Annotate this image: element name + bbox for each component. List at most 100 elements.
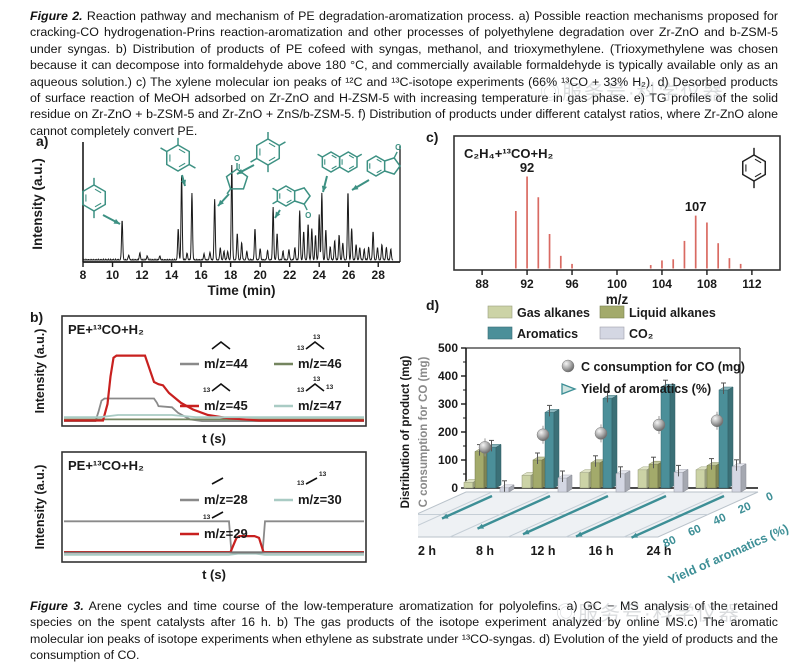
svg-text:O: O xyxy=(395,143,401,152)
svg-text:Intensity (a.u.): Intensity (a.u.) xyxy=(33,329,47,414)
svg-text:22: 22 xyxy=(283,268,297,282)
svg-text:300: 300 xyxy=(438,397,458,411)
figure-3-caption: Figure 3. Arene cycles and time course o… xyxy=(30,598,778,664)
panel-d-y-axis-label-co: C consumption for CO (mg) xyxy=(418,356,430,508)
svg-text:Liquid alkanes: Liquid alkanes xyxy=(629,306,716,320)
svg-text:112: 112 xyxy=(742,277,762,291)
svg-text:24 h: 24 h xyxy=(646,544,671,558)
gc-ms-chromatogram-chart: a) 8 10 12 14 16 18 20 22 24 26 28 Time (min) Intensi… xyxy=(30,131,401,298)
figure-2-text: Reaction pathway and mechanism of PE deg… xyxy=(30,9,778,138)
svg-text:13: 13 xyxy=(297,387,305,394)
svg-text:18: 18 xyxy=(224,268,238,282)
structure-methylcyclopentenone: O xyxy=(217,154,249,207)
svg-text:2 h: 2 h xyxy=(418,544,436,558)
svg-text:14: 14 xyxy=(165,268,179,282)
panel-d-3d-bars: d) Gas alkanes Liquid alkanes Aromatics CO₂ 0… xyxy=(365,296,800,619)
svg-text:100: 100 xyxy=(607,277,627,291)
svg-text:m/z=46: m/z=46 xyxy=(298,356,342,371)
svg-text:104: 104 xyxy=(652,277,672,291)
svg-text:8 h: 8 h xyxy=(476,544,494,558)
svg-text:t (s): t (s) xyxy=(202,567,226,582)
svg-text:200: 200 xyxy=(438,425,458,439)
svg-text:100: 100 xyxy=(438,453,458,467)
svg-text:108: 108 xyxy=(697,277,717,291)
svg-text:m/z=47: m/z=47 xyxy=(298,398,342,413)
svg-text:Yield of aromatics (%): Yield of aromatics (%) xyxy=(581,382,711,396)
svg-text:b): b) xyxy=(30,309,43,325)
svg-text:10: 10 xyxy=(106,268,120,282)
co-consumption-sphere xyxy=(652,418,666,432)
svg-text:C consumption for CO (mg): C consumption for CO (mg) xyxy=(581,360,745,374)
structure-tetramethylbenzene xyxy=(236,131,286,175)
svg-text:20: 20 xyxy=(253,268,267,282)
svg-text:13: 13 xyxy=(297,480,305,487)
svg-text:a): a) xyxy=(36,133,48,149)
structure-trimethylbenzene xyxy=(160,137,196,187)
panel-d-y-axis-label-product: Distribution of product (mg) xyxy=(400,355,412,509)
svg-text:13: 13 xyxy=(326,384,334,391)
svg-text:O: O xyxy=(234,154,240,163)
svg-text:12 h: 12 h xyxy=(530,544,555,558)
svg-text:0: 0 xyxy=(451,481,458,495)
svg-text:13: 13 xyxy=(203,387,211,394)
co-consumption-sphere xyxy=(710,414,724,428)
svg-text:m/z=44: m/z=44 xyxy=(204,356,248,371)
svg-text:PE+¹³CO+H₂: PE+¹³CO+H₂ xyxy=(68,322,144,337)
svg-text:0: 0 xyxy=(764,490,775,504)
svg-text:Time (min): Time (min) xyxy=(207,283,275,298)
product-distribution-3d-chart: d) Gas alkanes Liquid alkanes Aromatics CO₂ 0… xyxy=(365,297,791,587)
xylene-ion-spectrum-chart: c) C₂H₄+¹³CO+H₂ 88 92 96 100 104 108 112 m/z 92 107 xyxy=(426,129,781,307)
svg-text:Intensity (a.u.): Intensity (a.u.) xyxy=(33,465,47,550)
structure-p-xylene xyxy=(741,147,767,189)
structure-indanone: O xyxy=(351,143,401,191)
legend-swatch-3 xyxy=(487,326,513,340)
structure-dimethylindanone: O xyxy=(272,185,311,220)
svg-text:m/z: m/z xyxy=(606,292,629,307)
svg-text:92: 92 xyxy=(520,160,534,175)
co-consumption-sphere xyxy=(536,428,550,442)
figure-3-text: Arene cycles and time course of the low-… xyxy=(30,599,779,663)
legend-swatch-4 xyxy=(599,326,625,340)
svg-text:PE+¹³CO+H₂: PE+¹³CO+H₂ xyxy=(68,458,144,473)
panel-c-mass-spectrum: c) C₂H₄+¹³CO+H₂ 88 92 96 100 104 108 112 m/z 92 107 xyxy=(424,124,798,321)
svg-text:24: 24 xyxy=(313,268,327,282)
svg-text:Yield of aromatics (%): Yield of aromatics (%) xyxy=(666,521,791,587)
svg-text:107: 107 xyxy=(685,199,707,214)
svg-text:20: 20 xyxy=(736,500,753,516)
svg-text:t (s): t (s) xyxy=(202,431,226,446)
svg-text:m/z=28: m/z=28 xyxy=(204,492,248,507)
svg-text:13: 13 xyxy=(297,345,305,352)
svg-text:92: 92 xyxy=(520,277,534,291)
structure-dimethylnaphthalene xyxy=(317,151,363,193)
online-ms-isotope-chart: b) PE+¹³CO+H₂ Intensity (a.u.) t (s) m/z=44 m… xyxy=(30,309,367,582)
svg-text:8: 8 xyxy=(80,268,87,282)
svg-text:m/z=29: m/z=29 xyxy=(204,526,248,541)
svg-text:13: 13 xyxy=(319,471,327,478)
co-consumption-sphere xyxy=(478,441,492,454)
svg-text:40: 40 xyxy=(711,512,728,528)
legend-swatch-2 xyxy=(599,305,625,319)
svg-text:60: 60 xyxy=(686,523,703,539)
svg-text:Aromatics: Aromatics xyxy=(517,327,578,341)
svg-text:26: 26 xyxy=(342,268,356,282)
svg-text:16: 16 xyxy=(194,268,208,282)
svg-text:13: 13 xyxy=(203,514,211,521)
svg-text:Intensity (a.u.): Intensity (a.u.) xyxy=(30,158,45,250)
panel-a-chromatogram: a) 8 10 12 14 16 18 20 22 24 26 28 Time (min) Intensi… xyxy=(28,131,423,309)
figure-2-caption: Figure 2. Reaction pathway and mechanism… xyxy=(30,8,778,139)
figure-3-label: Figure 3. xyxy=(30,599,84,613)
legend-swatch-1 xyxy=(487,305,513,319)
svg-text:13: 13 xyxy=(313,376,321,383)
svg-text:m/z=30: m/z=30 xyxy=(298,492,342,507)
structure-p-xylene xyxy=(81,177,121,225)
svg-text:c): c) xyxy=(426,129,438,145)
svg-text:88: 88 xyxy=(475,277,489,291)
svg-text:96: 96 xyxy=(565,277,579,291)
svg-text:O: O xyxy=(305,211,311,220)
co-consumption-sphere xyxy=(594,427,608,440)
svg-text:500: 500 xyxy=(438,341,458,355)
svg-text:Gas alkanes: Gas alkanes xyxy=(517,306,590,320)
panel-b-ms-timecourse: b) PE+¹³CO+H₂ Intensity (a.u.) t (s) m/z=44 m… xyxy=(28,306,378,603)
svg-text:m/z=45: m/z=45 xyxy=(204,398,248,413)
